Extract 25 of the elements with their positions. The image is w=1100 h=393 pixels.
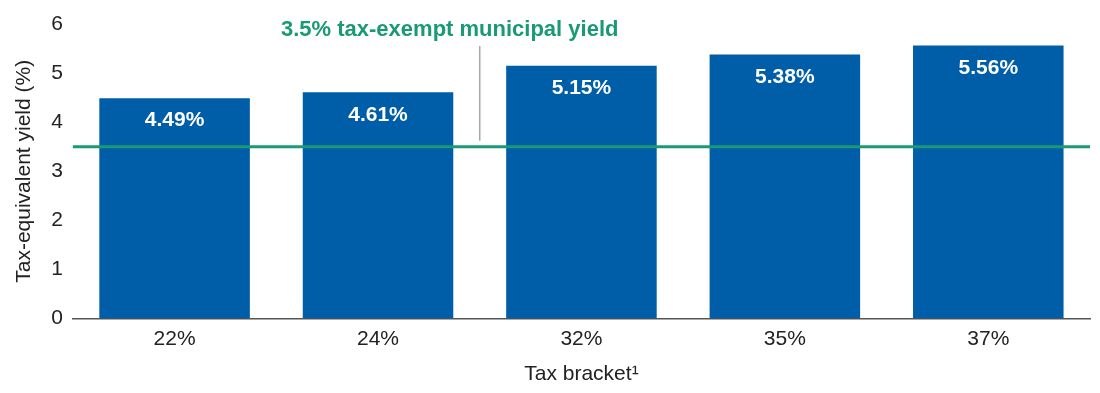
data-label: 5.38% [755,63,815,87]
y-tick-label: 1 [51,256,63,280]
x-tick-label: 24% [357,326,400,349]
y-axis-title: Tax-equivalent yield (%) [11,59,35,283]
y-tick-label: 4 [51,109,64,132]
x-tick-label: 35% [763,326,806,349]
data-label: 4.61% [348,101,409,125]
y-tick-label: 2 [51,207,63,231]
x-axis-title: Tax bracket¹ [524,361,639,385]
x-tick-label: 32% [560,326,603,349]
y-tick-label: 5 [51,59,63,83]
x-tick-label: 22% [153,326,196,349]
y-tick-label: 6 [51,10,63,34]
data-label: 4.49% [144,107,205,131]
y-tick-label: 3 [51,158,63,182]
x-tick-label: 37% [967,326,1010,349]
ref-line-label: 3.5% tax-exempt municipal yield [280,16,619,42]
data-label: 5.15% [551,75,612,99]
bar [506,65,657,319]
bar [99,98,250,319]
y-tick-label: 0 [51,305,63,329]
data-label: 5.56% [958,54,1019,78]
bar [913,45,1064,319]
bar [709,54,861,319]
bar [302,92,454,319]
